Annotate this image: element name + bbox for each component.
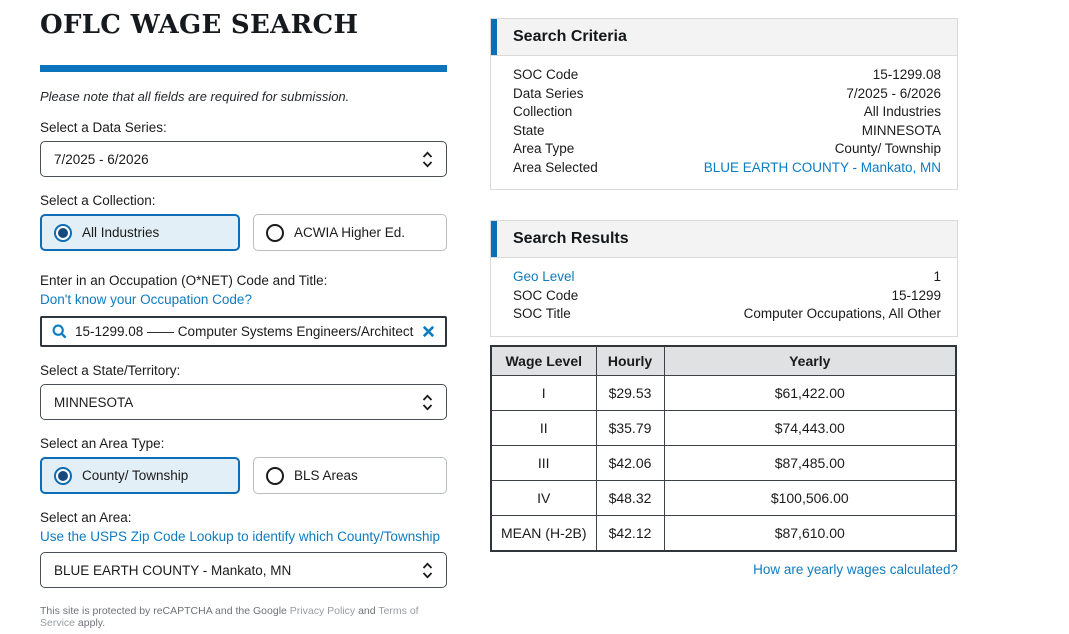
results-row: Geo Level 1 bbox=[513, 268, 941, 287]
state-select[interactable]: MINNESOTA bbox=[40, 384, 447, 420]
search-results-panel: Search Results Geo Level 1 SOC Code 15-129… bbox=[490, 220, 958, 337]
radio-all-industries[interactable]: All Industries bbox=[40, 214, 240, 251]
state-value: MINNESOTA bbox=[54, 394, 134, 410]
radio-county-label: County/ Township bbox=[82, 468, 189, 483]
select-spinner-icon bbox=[422, 561, 433, 579]
state-label: Select a State/Territory: bbox=[40, 363, 181, 378]
criteria-row: SOC Code 15-1299.08 bbox=[513, 67, 941, 82]
select-spinner-icon bbox=[422, 150, 433, 168]
panel-accent-bar bbox=[491, 19, 497, 55]
search-criteria-header: Search Criteria bbox=[491, 19, 957, 56]
radio-selected-icon bbox=[54, 466, 72, 485]
results-row: SOC Code 15-1299 bbox=[513, 287, 941, 303]
search-results-title: Search Results bbox=[513, 230, 629, 247]
search-form: OFLC WAGE SEARCH Please note that all fi… bbox=[40, 10, 447, 629]
search-criteria-title: Search Criteria bbox=[513, 28, 627, 45]
area-type-label: Select an Area Type: bbox=[40, 436, 165, 451]
radio-bls-label: BLS Areas bbox=[294, 468, 358, 483]
required-fields-note: Please note that all fields are required… bbox=[40, 89, 350, 104]
collection-label: Select a Collection: bbox=[40, 193, 156, 208]
table-row: II $35.79 $74,443.00 bbox=[490, 410, 957, 446]
wage-table-header-row: Wage Level Hourly Yearly bbox=[490, 345, 957, 376]
occupation-search-field bbox=[40, 316, 447, 347]
select-spinner-icon bbox=[422, 393, 433, 411]
data-series-label: Select a Data Series: bbox=[40, 120, 167, 135]
wage-level-header: Wage Level bbox=[490, 345, 597, 376]
hourly-header: Hourly bbox=[595, 345, 665, 376]
data-series-select[interactable]: 7/2025 - 6/2026 bbox=[40, 141, 447, 177]
occupation-help-link[interactable]: Don't know your Occupation Code? bbox=[40, 292, 252, 307]
radio-acwia-label: ACWIA Higher Ed. bbox=[294, 225, 406, 240]
title-divider bbox=[40, 65, 447, 72]
area-selected-link[interactable]: BLUE EARTH COUNTY - Mankato, MN bbox=[703, 159, 941, 175]
panel-accent-bar bbox=[491, 221, 497, 257]
table-row: MEAN (H-2B) $42.12 $87,610.00 bbox=[490, 515, 957, 551]
privacy-policy-link[interactable]: Privacy Policy bbox=[289, 605, 356, 617]
terms-of-service-link[interactable]: Terms of Service bbox=[40, 605, 419, 629]
usps-zip-lookup-link[interactable]: Use the USPS Zip Code Lookup to identify… bbox=[40, 529, 440, 544]
area-value: BLUE EARTH COUNTY - Mankato, MN bbox=[54, 562, 292, 578]
radio-county-township[interactable]: County/ Township bbox=[40, 457, 240, 494]
table-row: I $29.53 $61,422.00 bbox=[490, 375, 957, 411]
results-column: Search Criteria SOC Code 15-1299.08 Data … bbox=[490, 18, 958, 579]
search-results-header: Search Results bbox=[491, 221, 957, 258]
radio-acwia-higher-ed[interactable]: ACWIA Higher Ed. bbox=[253, 214, 447, 251]
radio-selected-icon bbox=[54, 223, 72, 242]
criteria-row: Area Type County/ Township bbox=[513, 141, 941, 156]
geo-level-link[interactable]: Geo Level bbox=[513, 269, 575, 284]
area-type-options: County/ Township BLS Areas bbox=[40, 457, 447, 494]
table-row: IV $48.32 $100,506.00 bbox=[490, 480, 957, 516]
criteria-row: Area Selected BLUE EARTH COUNTY - Mankato… bbox=[513, 159, 941, 178]
yearly-wages-help-link[interactable]: How are yearly wages calculated? bbox=[753, 561, 958, 577]
occupation-input[interactable] bbox=[75, 324, 414, 339]
criteria-row: Data Series 7/2025 - 6/2026 bbox=[513, 85, 941, 101]
clear-icon[interactable] bbox=[422, 325, 435, 338]
area-label: Select an Area: bbox=[40, 510, 132, 525]
criteria-row: Collection All Industries bbox=[513, 104, 941, 119]
page-title: OFLC WAGE SEARCH bbox=[40, 10, 359, 40]
search-criteria-panel: Search Criteria SOC Code 15-1299.08 Data … bbox=[490, 18, 958, 190]
wage-table: Wage Level Hourly Yearly I $29.53 $61,422.… bbox=[490, 344, 957, 552]
radio-unselected-icon bbox=[266, 223, 284, 242]
occupation-label: Enter in an Occupation (O*NET) Code and … bbox=[40, 273, 328, 288]
criteria-row: State MINNESOTA bbox=[513, 122, 941, 138]
radio-all-industries-label: All Industries bbox=[82, 225, 160, 240]
results-row: SOC Title Computer Occupations, All Other bbox=[513, 306, 941, 321]
radio-bls-areas[interactable]: BLS Areas bbox=[253, 457, 447, 494]
recaptcha-notice: This site is protected by reCAPTCHA and … bbox=[40, 605, 419, 629]
area-select[interactable]: BLUE EARTH COUNTY - Mankato, MN bbox=[40, 552, 447, 588]
data-series-value: 7/2025 - 6/2026 bbox=[54, 151, 149, 167]
search-icon bbox=[52, 324, 67, 339]
collection-options: All Industries ACWIA Higher Ed. bbox=[40, 214, 447, 251]
yearly-header: Yearly bbox=[663, 345, 957, 376]
table-row: III $42.06 $87,485.00 bbox=[490, 445, 957, 481]
radio-unselected-icon bbox=[266, 466, 284, 485]
